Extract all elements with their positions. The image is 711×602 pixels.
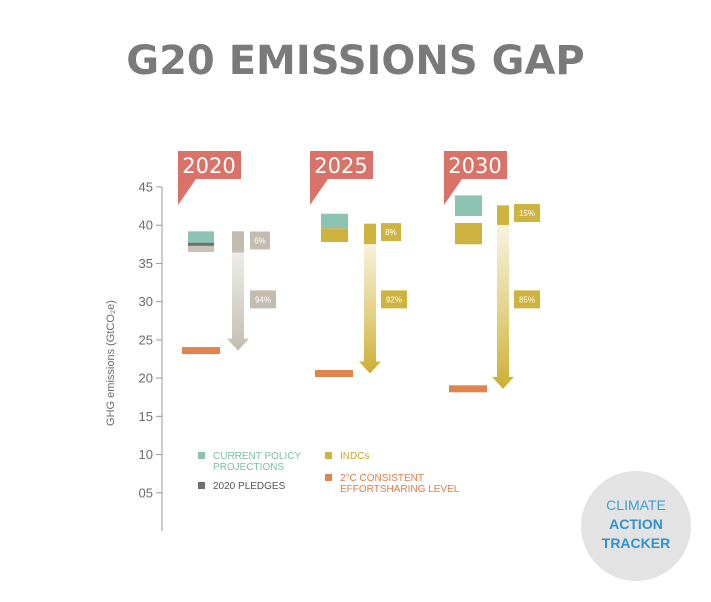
legend-item-indcs: INDCs xyxy=(325,451,369,462)
current-policy-bar xyxy=(188,231,214,246)
year-label: 2030 xyxy=(448,154,501,178)
gap-arrow-top-segment xyxy=(232,231,244,253)
share-label: 85% xyxy=(519,295,535,304)
gap-arrow xyxy=(492,205,514,389)
current-policy-bar xyxy=(455,195,482,217)
current-policy-bar xyxy=(321,213,348,229)
legend-label: 2°C CONSISTENT xyxy=(340,473,424,484)
year-label: 2020 xyxy=(182,154,235,178)
share-label: 6% xyxy=(254,237,266,246)
logo-line-3: TRACKER xyxy=(601,535,671,551)
share-label: 15% xyxy=(519,209,535,218)
y-axis-label: GHG emissions (GtCO₂e) xyxy=(105,300,117,426)
gap-arrow-top-segment xyxy=(497,205,509,225)
y-tick-label: 35 xyxy=(139,256,153,271)
year-group-2030: 2030 15% 85% xyxy=(444,151,540,393)
share-label-bg xyxy=(250,290,276,309)
legend-label: PROJECTIONS xyxy=(213,462,284,473)
two-degree-level-bar xyxy=(315,370,353,378)
plot-area: 2020 6% 94% 2025 8% 92% 2030 15% 85% xyxy=(178,151,540,393)
share-label-bg xyxy=(381,290,407,309)
year-label-bg xyxy=(310,151,373,205)
two-degree-level-bar xyxy=(182,347,220,355)
legend-swatch xyxy=(198,482,205,489)
pledge-range-bar xyxy=(188,245,214,252)
year-label: 2025 xyxy=(314,154,367,178)
y-tick-label: 25 xyxy=(139,332,153,347)
pledge-2020-bar xyxy=(188,242,214,246)
share-label: 8% xyxy=(385,228,397,237)
year-group-2020: 2020 6% 94% xyxy=(178,151,276,355)
y-tick-label: 15 xyxy=(139,409,153,424)
legend-swatch xyxy=(198,452,205,459)
y-tick-label: 20 xyxy=(139,371,153,386)
y-tick-label: 10 xyxy=(139,447,153,462)
logo-line-2: ACTION xyxy=(609,516,663,532)
y-tick-label: 40 xyxy=(139,218,153,233)
y-axis: 45 40 35 30 25 20 15 10 05 GHG emissions (GtCO₂e) xyxy=(105,180,163,531)
legend-swatch xyxy=(325,452,332,459)
legend-item-pledges-2020: 2020 PLEDGES xyxy=(198,481,286,492)
gap-arrow xyxy=(359,223,381,374)
share-label-bg xyxy=(514,290,540,309)
logo-line-1: CLIMATE xyxy=(606,497,666,513)
gap-arrow-top-segment xyxy=(364,223,376,245)
climate-action-tracker-logo: CLIMATE ACTION TRACKER xyxy=(581,471,691,581)
legend-label: INDCs xyxy=(340,451,369,462)
year-label-bg xyxy=(444,151,507,205)
y-tick-label: 45 xyxy=(139,180,153,195)
legend-label: 2020 PLEDGES xyxy=(213,481,286,492)
share-label-bg xyxy=(514,203,540,222)
year-group-2025: 2025 8% 92% xyxy=(310,151,407,378)
share-label-bg xyxy=(381,223,401,242)
share-label: 92% xyxy=(386,295,402,304)
share-label-bg xyxy=(250,231,270,250)
chart-title: G20 EMISSIONS GAP xyxy=(126,38,585,84)
legend-label: EFFORTSHARING LEVEL xyxy=(340,484,460,495)
two-degree-level-bar xyxy=(449,385,487,393)
y-tick-label: 30 xyxy=(139,294,153,309)
legend-swatch xyxy=(325,474,332,481)
indc-bar xyxy=(455,222,482,245)
indc-bar xyxy=(321,228,348,243)
legend-label: CURRENT POLICY xyxy=(213,451,301,462)
gap-arrow xyxy=(227,231,249,351)
share-label: 94% xyxy=(255,295,271,304)
year-label-bg xyxy=(178,151,241,205)
y-tick-label: 05 xyxy=(139,485,153,500)
